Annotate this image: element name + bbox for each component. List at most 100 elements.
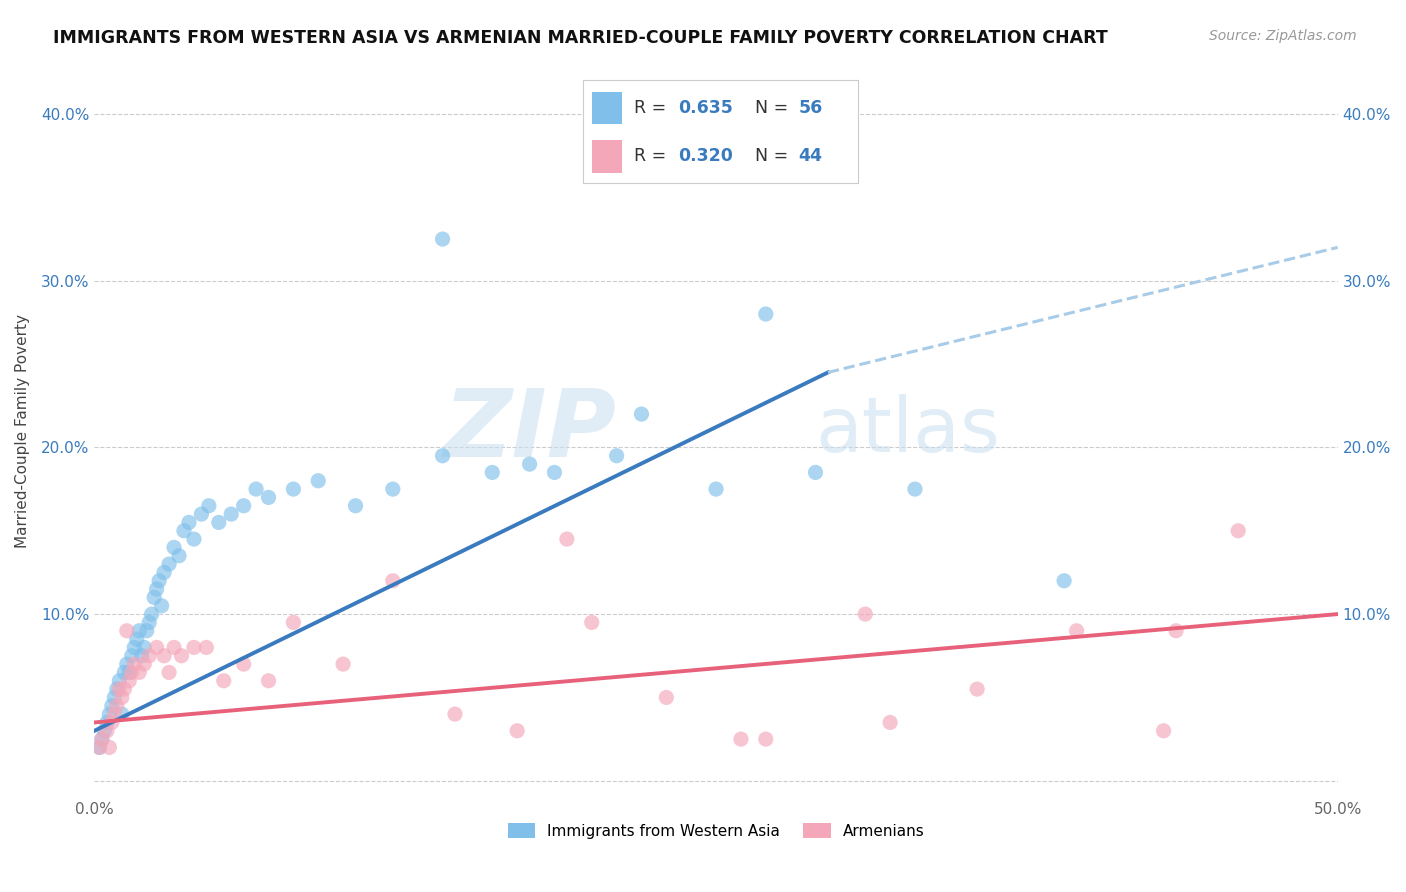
- Point: [1053, 574, 1076, 588]
- Point: [543, 466, 565, 480]
- Point: [283, 482, 305, 496]
- Text: 56: 56: [799, 99, 823, 117]
- Point: [208, 516, 231, 530]
- Point: [101, 698, 124, 713]
- Point: [555, 532, 578, 546]
- Point: [115, 657, 138, 672]
- Point: [134, 657, 156, 672]
- Point: [105, 698, 128, 713]
- Point: [332, 657, 354, 672]
- Point: [111, 707, 134, 722]
- Point: [148, 574, 170, 588]
- Point: [101, 715, 124, 730]
- Text: R =: R =: [634, 99, 672, 117]
- Point: [103, 707, 125, 722]
- Point: [232, 499, 254, 513]
- Point: [135, 624, 157, 638]
- Point: [212, 673, 235, 688]
- Point: [131, 648, 153, 663]
- Point: [143, 591, 166, 605]
- Point: [519, 457, 541, 471]
- Text: N =: N =: [755, 99, 793, 117]
- Point: [105, 682, 128, 697]
- Text: 0.320: 0.320: [678, 147, 733, 165]
- Point: [307, 474, 329, 488]
- Point: [122, 657, 145, 672]
- Text: Source: ZipAtlas.com: Source: ZipAtlas.com: [1209, 29, 1357, 43]
- Point: [581, 615, 603, 630]
- Point: [195, 640, 218, 655]
- Point: [481, 466, 503, 480]
- Point: [163, 541, 186, 555]
- Point: [98, 740, 121, 755]
- Text: atlas: atlas: [815, 393, 1001, 467]
- Point: [128, 665, 150, 680]
- Point: [245, 482, 267, 496]
- Point: [141, 607, 163, 621]
- Point: [630, 407, 652, 421]
- Point: [157, 557, 180, 571]
- Point: [138, 615, 160, 630]
- Point: [134, 640, 156, 655]
- Point: [90, 732, 112, 747]
- Point: [606, 449, 628, 463]
- Point: [198, 499, 221, 513]
- Text: 0.635: 0.635: [678, 99, 733, 117]
- Point: [232, 657, 254, 672]
- Point: [432, 449, 454, 463]
- Point: [506, 723, 529, 738]
- Bar: [592, 92, 621, 124]
- Point: [173, 524, 195, 538]
- Point: [111, 690, 134, 705]
- Point: [177, 516, 200, 530]
- Point: [167, 549, 190, 563]
- Point: [904, 482, 927, 496]
- Point: [1153, 723, 1175, 738]
- Text: 44: 44: [799, 147, 823, 165]
- Y-axis label: Married-Couple Family Poverty: Married-Couple Family Poverty: [15, 314, 30, 548]
- Point: [108, 673, 131, 688]
- Point: [170, 648, 193, 663]
- Point: [145, 582, 167, 596]
- Point: [121, 648, 143, 663]
- Point: [157, 665, 180, 680]
- Point: [153, 648, 176, 663]
- Point: [90, 732, 112, 747]
- Point: [432, 232, 454, 246]
- Point: [138, 648, 160, 663]
- Point: [96, 715, 118, 730]
- Point: [966, 682, 988, 697]
- Point: [145, 640, 167, 655]
- Point: [122, 640, 145, 655]
- Point: [190, 507, 212, 521]
- Bar: [592, 140, 621, 173]
- Point: [163, 640, 186, 655]
- Point: [153, 566, 176, 580]
- Point: [257, 673, 280, 688]
- Point: [89, 740, 111, 755]
- Point: [108, 682, 131, 697]
- Point: [257, 491, 280, 505]
- Point: [183, 640, 205, 655]
- Text: IMMIGRANTS FROM WESTERN ASIA VS ARMENIAN MARRIED-COUPLE FAMILY POVERTY CORRELATI: IMMIGRANTS FROM WESTERN ASIA VS ARMENIAN…: [53, 29, 1108, 46]
- Point: [879, 715, 901, 730]
- Point: [755, 307, 778, 321]
- Point: [183, 532, 205, 546]
- Point: [121, 665, 143, 680]
- Point: [118, 673, 141, 688]
- Point: [655, 690, 678, 705]
- Point: [1227, 524, 1250, 538]
- Point: [112, 682, 135, 697]
- Point: [93, 723, 115, 738]
- Point: [112, 665, 135, 680]
- Point: [853, 607, 876, 621]
- Text: ZIP: ZIP: [444, 384, 617, 476]
- Point: [444, 707, 467, 722]
- Point: [118, 665, 141, 680]
- Point: [283, 615, 305, 630]
- Point: [115, 624, 138, 638]
- Point: [755, 732, 778, 747]
- Text: N =: N =: [755, 147, 793, 165]
- Point: [804, 466, 827, 480]
- Point: [150, 599, 173, 613]
